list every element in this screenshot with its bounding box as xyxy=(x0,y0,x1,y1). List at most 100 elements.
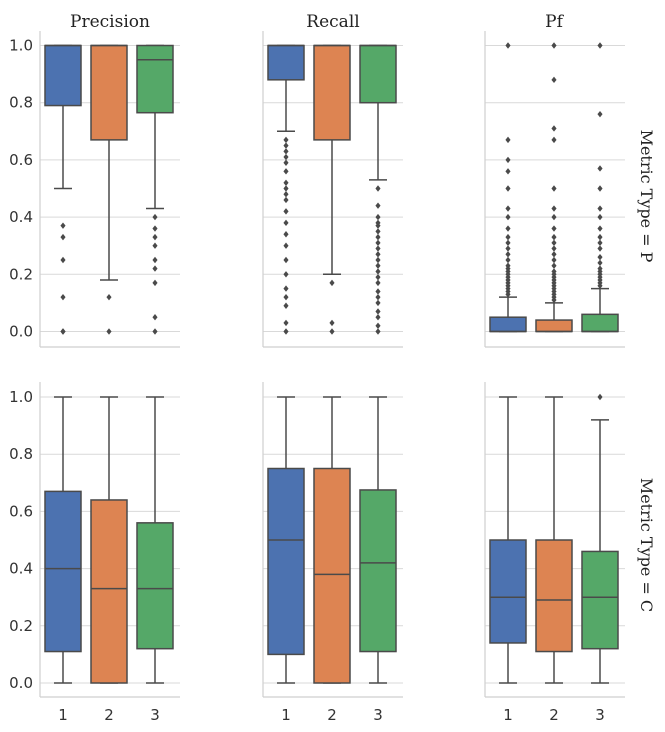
panel-r0c1-group-1-box xyxy=(267,44,305,81)
y-tick-label: 0.6 xyxy=(9,502,33,520)
panel-r0c2-group-2-flier xyxy=(551,125,557,132)
panel-r0c1-group-1-flier xyxy=(283,153,289,161)
panel-r0c2-group-1-flier xyxy=(505,185,511,192)
panel-r0c2-group-2-flier xyxy=(551,213,557,221)
panel-r1c0-group-2-box xyxy=(90,499,128,684)
panel-r1c2-group-3-flier xyxy=(597,393,603,401)
panel-r0c1-group-2-flier xyxy=(329,319,335,327)
panel-r0c0-group-2-box xyxy=(90,44,128,141)
panel-r0c1-group-1-flier xyxy=(283,328,289,335)
panel-r0c1-group-3-flier xyxy=(375,279,381,287)
panel-r0c1-group-1-flier xyxy=(283,302,289,309)
panel-r0c2-group-2-flier xyxy=(551,76,557,84)
panel-r0c1-group-3-flier xyxy=(375,251,381,258)
panel-r1c0-group-3-box xyxy=(136,522,174,650)
y-tick-label: 0.2 xyxy=(9,617,33,635)
y-tick-label: 0.8 xyxy=(9,445,33,463)
panel-r0c2-group-2-flier xyxy=(551,251,557,258)
panel-r0c0-group-2-flier xyxy=(106,293,112,301)
panel-r0c1-group-3-box xyxy=(359,44,397,104)
panel-r0c1-group-1-flier xyxy=(283,159,289,166)
panel-r0c2-group-1-flier xyxy=(505,156,511,164)
panel-r0c2-group-1-flier xyxy=(505,136,511,144)
panel-r0c0-group-3-flier xyxy=(152,328,158,335)
panel-r0c0-group-3-flier xyxy=(152,242,158,249)
panel-r0c1-group-3-flier xyxy=(375,299,381,307)
y-tick-label: 0.6 xyxy=(9,151,33,169)
panel-r0c0-group-2-flier xyxy=(106,328,112,335)
panel-r0c2-group-3-box xyxy=(581,313,619,333)
panel-r0c1-group-2-flier xyxy=(329,328,335,335)
panel-r0c2-group-2-flier xyxy=(551,136,557,144)
panel-r0c2-group-2-flier xyxy=(551,262,557,269)
panel-r0c1-group-3-flier xyxy=(375,273,381,281)
panel-r0c2-group-3-flier xyxy=(597,213,603,221)
x-tick-label: 1 xyxy=(281,706,291,724)
x-tick-label: 3 xyxy=(150,706,160,724)
panel-r0c0-group-3-box xyxy=(136,44,174,114)
panel-r0c1-group-1-flier xyxy=(283,208,289,215)
panel-r0c2-group-2-flier xyxy=(551,205,557,212)
panel-r0c1-group-1-flier xyxy=(283,185,289,192)
panel-r0c0-group-3-flier xyxy=(152,213,158,221)
panel-r0c0-group-3-flier xyxy=(152,233,158,241)
y-tick-label: 1.0 xyxy=(9,37,33,55)
panel-r0c0-group-1-flier xyxy=(60,328,66,335)
panel-r0c2-group-3-flier xyxy=(597,205,603,212)
panel-r0c1-group-1-flier xyxy=(283,168,289,175)
row-title-p: Metric Type = P xyxy=(637,130,656,263)
panel-r0c2-group-2-flier xyxy=(551,185,557,192)
panel-r0c2-group-1-flier xyxy=(505,213,511,221)
panel-r0c2-group-1-box xyxy=(489,316,527,333)
panel-r0c1-group-3-flier xyxy=(375,328,381,335)
panel-r0c2-group-2-flier xyxy=(551,239,557,247)
panel-r0c2-group-1-flier xyxy=(505,239,511,247)
panel-r0c2-group-3-flier xyxy=(597,233,603,241)
panel-r0c1-group-1-flier xyxy=(283,231,289,238)
panel-r0c1-group-1-flier xyxy=(283,191,289,198)
panel-r0c2-group-2-flier xyxy=(551,233,557,241)
panel-r0c1-group-1-flier xyxy=(283,148,289,155)
panel-r0c2-group-2-flier xyxy=(551,256,557,264)
panel-r0c2-group-1-flier xyxy=(505,245,511,252)
x-tick-label: 1 xyxy=(58,706,68,724)
row-title-c: Metric Type = C xyxy=(637,478,656,612)
col-title-recall: Recall xyxy=(306,12,359,32)
panel-r0c2-group-3-flier xyxy=(597,165,603,172)
panel-r0c2-group-1-flier xyxy=(505,42,511,49)
panel-r0c0-group-3-flier xyxy=(152,225,158,232)
y-tick-label: 0.0 xyxy=(9,674,33,692)
panel-r0c0-group-3-flier xyxy=(152,265,158,272)
panel-r0c2-group-2-flier xyxy=(551,42,557,49)
panel-r0c1-group-1-flier xyxy=(283,219,289,227)
panel-r0c0-group-3-flier xyxy=(152,256,158,264)
y-tick-label: 0.4 xyxy=(9,208,33,226)
panel-r0c1-group-1-flier xyxy=(283,271,289,278)
panel-r0c2-group-2-box xyxy=(535,319,573,333)
panel-r1c2-group-2-box xyxy=(535,539,573,653)
panel-r0c2-group-3-flier xyxy=(597,239,603,247)
x-tick-label: 2 xyxy=(104,706,114,724)
panel-r0c2-group-1-flier xyxy=(505,168,511,175)
panel-r0c0-group-1-box xyxy=(44,44,82,107)
panel-r0c1-group-3-flier xyxy=(375,213,381,221)
panel-r0c2-group-3-flier xyxy=(597,185,603,192)
panel-r0c1-group-3-flier xyxy=(375,308,381,315)
panel-r1c1-group-3-box xyxy=(359,489,397,653)
y-tick-label: 0.8 xyxy=(9,94,33,112)
panel-r0c1-group-3-flier xyxy=(375,219,381,227)
panel-r0c0-group-3-flier xyxy=(152,314,158,321)
panel-r0c2-group-3-flier xyxy=(597,225,603,232)
panel-r0c2-group-1-flier xyxy=(505,233,511,241)
panel-r0c2-group-3-flier xyxy=(597,110,603,118)
x-tick-label: 2 xyxy=(327,706,337,724)
panel-r0c2-group-1-flier xyxy=(505,262,511,269)
panel-r0c1-group-1-flier xyxy=(283,256,289,264)
y-tick-label: 1.0 xyxy=(9,388,33,406)
panel-r0c1-group-3-flier xyxy=(375,185,381,192)
y-tick-label: 0.0 xyxy=(9,323,33,341)
panel-r0c1-group-1-flier xyxy=(283,293,289,301)
panel-r0c1-group-3-flier xyxy=(375,245,381,252)
panel-r0c0-group-1-flier xyxy=(60,222,66,229)
